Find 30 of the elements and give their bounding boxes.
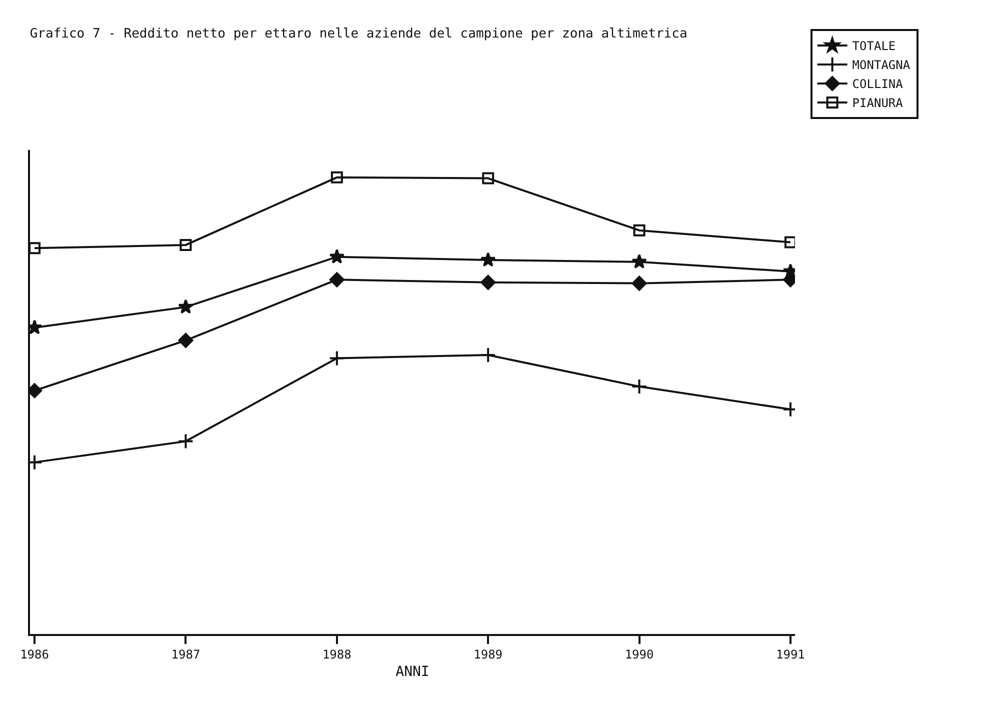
point [329, 272, 344, 288]
point [180, 238, 192, 251]
x-tick-label: 1986 [20, 647, 49, 662]
point [784, 236, 795, 248]
point [631, 378, 648, 395]
x-tick-label: 1990 [624, 647, 654, 662]
point [329, 248, 345, 264]
point [480, 347, 496, 364]
point [482, 172, 494, 184]
point [632, 254, 647, 269]
legend-label: PIANURA [852, 96, 904, 110]
legend-label: MONTAGNA [852, 58, 911, 72]
point [480, 274, 496, 290]
point [30, 242, 41, 254]
point [178, 299, 194, 314]
chart-title: Grafico 7 - Reddito netto per ettaro nelle aziende del campione per zona altimetrica [30, 26, 688, 42]
point [330, 171, 343, 184]
x-axis-title: ANNI [396, 664, 430, 680]
x-tick-label: 1989 [474, 647, 503, 662]
x-tick-label: 1987 [171, 647, 200, 662]
point [633, 224, 646, 236]
point [632, 276, 647, 291]
legend-label: COLLINA [852, 77, 904, 92]
point [328, 350, 345, 366]
x-tick-label: 1988 [322, 647, 352, 662]
point [178, 433, 194, 450]
x-tick-label: 1991 [776, 647, 805, 662]
legend-label: TOTALE [852, 39, 896, 54]
point [178, 332, 194, 348]
point [480, 252, 496, 267]
